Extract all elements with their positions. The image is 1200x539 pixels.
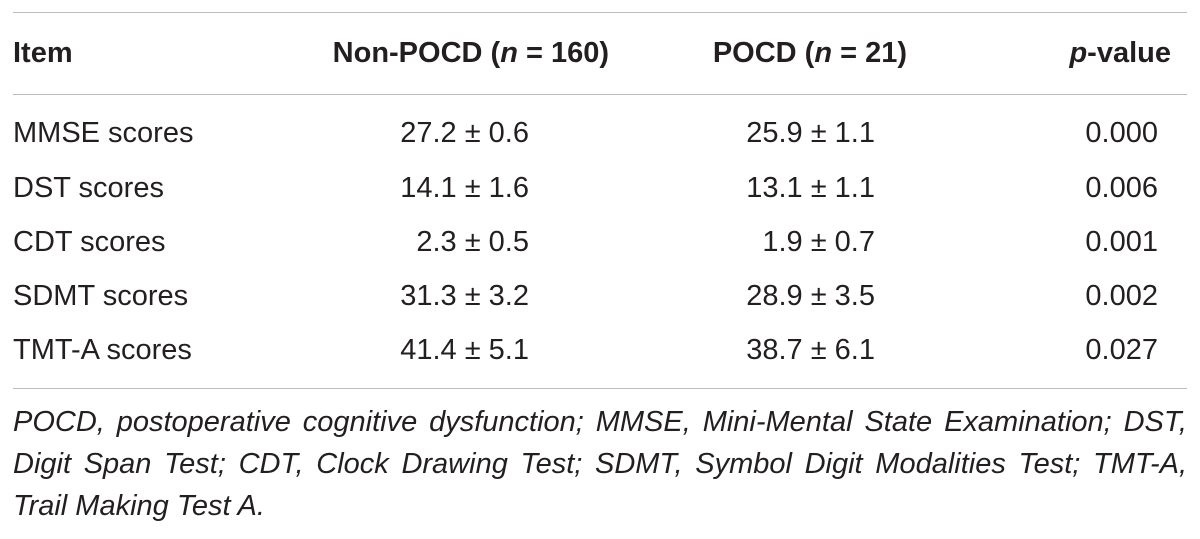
row-non-pocd: 14.1 ± 1.6	[400, 172, 529, 204]
row-pocd: 28.9 ± 3.5	[746, 280, 875, 312]
row-non-pocd: 2.3 ± 0.5	[416, 226, 529, 258]
table-row: MMSE scores 27.2 ± 0.6 25.9 ± 1.1 0.000	[13, 113, 1187, 153]
row-item: MMSE scores	[13, 117, 194, 149]
header-pocd: POCD (n = 21)	[712, 37, 907, 69]
row-non-pocd: 41.4 ± 5.1	[400, 334, 529, 366]
row-pocd: 1.9 ± 0.7	[762, 226, 875, 258]
row-item: TMT-A scores	[13, 334, 192, 366]
row-item: CDT scores	[13, 226, 166, 258]
row-item: SDMT scores	[13, 280, 189, 312]
table-row: SDMT scores 31.3 ± 3.2 28.9 ± 3.5 0.002	[13, 276, 1187, 316]
top-rule	[13, 12, 1187, 13]
row-item: DST scores	[13, 172, 164, 204]
header-non-pocd: Non-POCD (n = 160)	[332, 37, 609, 69]
row-pocd: 25.9 ± 1.1	[746, 117, 875, 149]
table-row: CDT scores 2.3 ± 0.5 1.9 ± 0.7 0.001	[13, 222, 1187, 262]
row-pocd: 13.1 ± 1.1	[746, 172, 875, 204]
table-row: DST scores 14.1 ± 1.6 13.1 ± 1.1 0.006	[13, 168, 1187, 208]
row-pocd: 38.7 ± 6.1	[746, 334, 875, 366]
row-p-value: 0.006	[1085, 172, 1158, 204]
row-p-value: 0.027	[1085, 334, 1158, 366]
row-non-pocd: 27.2 ± 0.6	[400, 117, 529, 149]
row-p-value: 0.000	[1085, 117, 1158, 149]
header-item: Item	[13, 37, 73, 69]
bottom-rule	[13, 388, 1187, 389]
header-p-value: p-value	[1069, 37, 1171, 69]
row-p-value: 0.001	[1085, 226, 1158, 258]
row-non-pocd: 31.3 ± 3.2	[400, 280, 529, 312]
row-p-value: 0.002	[1085, 280, 1158, 312]
header-rule	[13, 94, 1187, 95]
table-row: TMT-A scores 41.4 ± 5.1 38.7 ± 6.1 0.027	[13, 330, 1187, 370]
table-header-row: Item Non-POCD (n = 160) POCD (n = 21) p-…	[13, 33, 1187, 73]
table-footnote: POCD, postoperative cognitive dysfunctio…	[13, 406, 1187, 522]
